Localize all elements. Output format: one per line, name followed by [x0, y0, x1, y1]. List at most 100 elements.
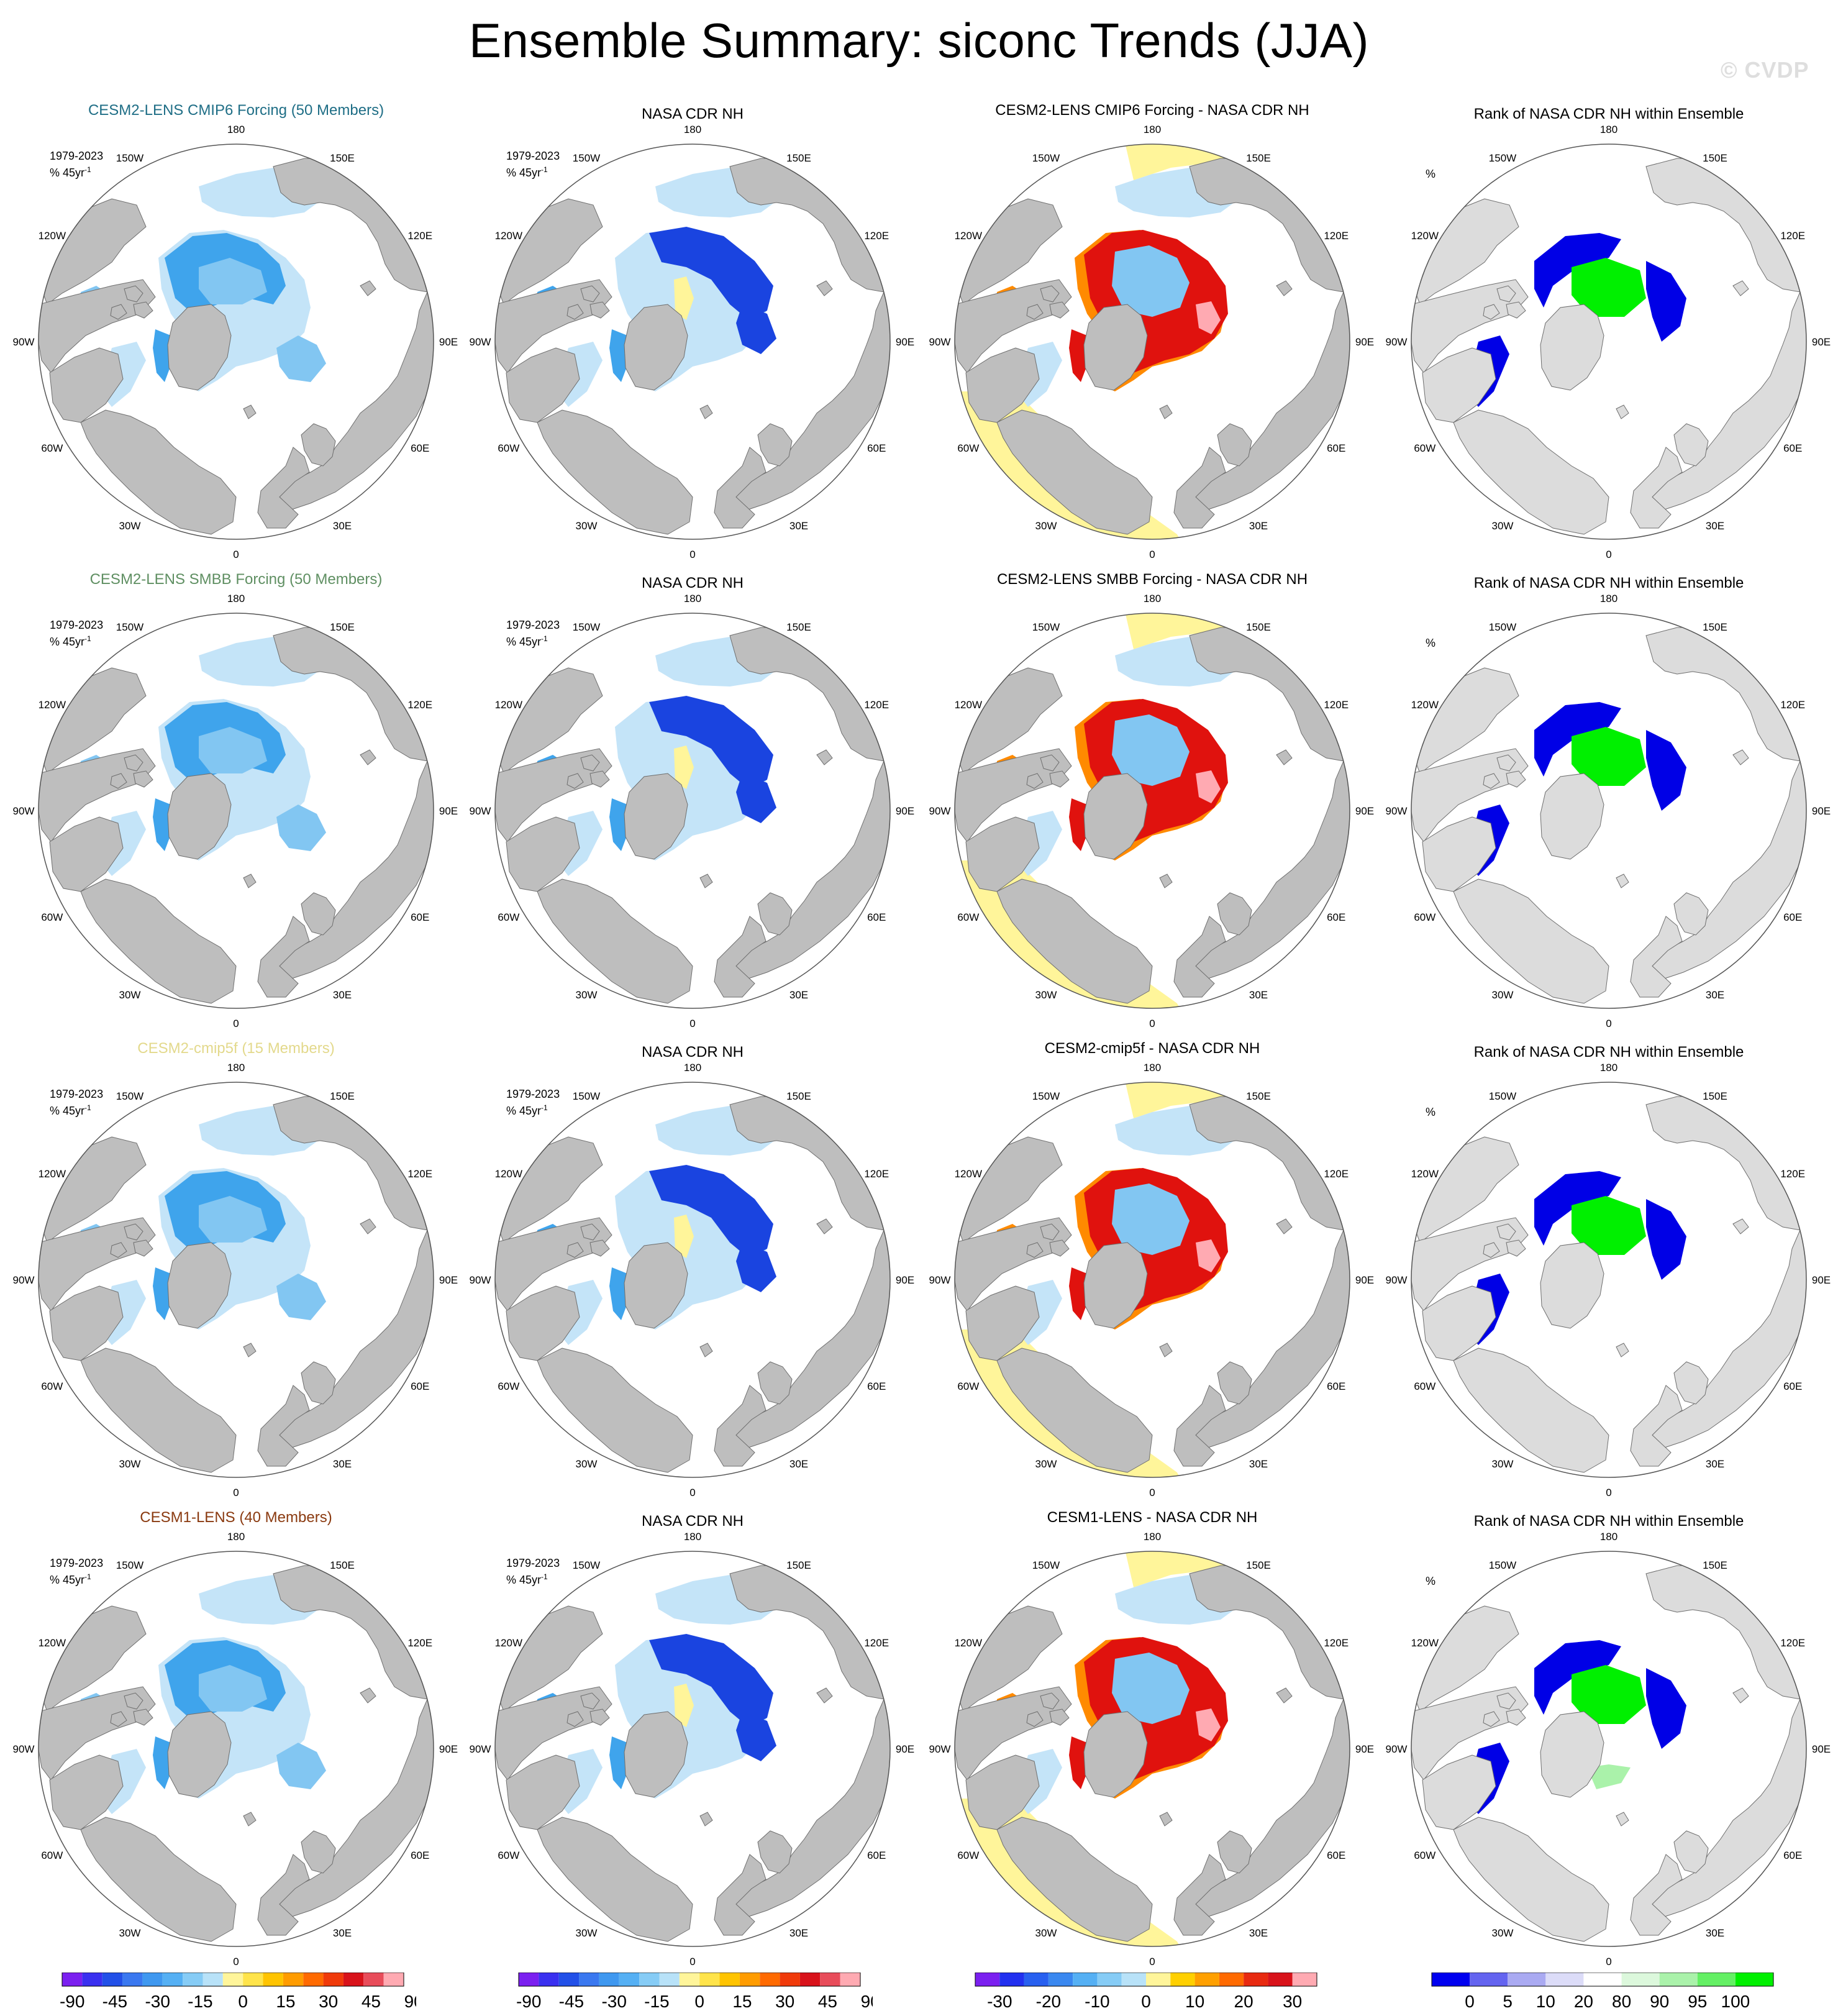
- period-unit-label: 1979-2023 % 45yr-1: [506, 1087, 560, 1118]
- longitude-label: 30W: [119, 1927, 141, 1939]
- north-america-land: [965, 1285, 1040, 1361]
- colorbar-swatch: [1244, 1973, 1268, 1986]
- panel-title: CESM2-LENS CMIP6 Forcing (50 Members): [88, 102, 384, 119]
- period-label: 1979-2023: [506, 619, 560, 631]
- longitude-label: 120W: [1411, 1168, 1439, 1180]
- colorbar-tick-label: 15: [732, 1992, 752, 2011]
- unit-label: % 45yr: [506, 166, 542, 179]
- period-label: 1979-2023: [506, 150, 560, 162]
- longitude-label: 60E: [1783, 442, 1802, 454]
- map-border: [38, 1551, 434, 1947]
- longitude-label: 90W: [929, 805, 951, 817]
- island-land: [1026, 773, 1044, 789]
- colorbar-tick-label: 0: [238, 1992, 248, 2011]
- longitude-label: 120W: [39, 1637, 66, 1649]
- scandinavia-land: [301, 892, 336, 936]
- colorbar-swatch: [1073, 1973, 1098, 1986]
- longitude-label: 120E: [407, 1168, 432, 1180]
- panel-title: CESM1-LENS (40 Members): [140, 1509, 332, 1526]
- longitude-label: 150E: [1246, 621, 1271, 633]
- colorbar-swatch: [539, 1973, 559, 1986]
- rank-panel: 180 150E 120E 90E 60E 30E 0 30W 60W 90W 120W 150W Ra…: [1385, 1507, 1832, 1976]
- longitude-label: 90W: [929, 336, 951, 348]
- island-land: [133, 301, 153, 319]
- obs-polar-map: 180 150E 120E 90E 60E 30E 0 30W 60W 90W 120W 150W: [470, 1531, 915, 1968]
- longitude-label: 150W: [573, 152, 600, 164]
- longitude-label: 60W: [957, 1850, 979, 1861]
- island-land: [699, 1343, 713, 1357]
- island-land: [1616, 873, 1629, 888]
- island-land: [580, 285, 600, 303]
- island-land: [133, 770, 153, 788]
- trend-region-positive: [674, 1684, 694, 1727]
- longitude-label: 120W: [955, 230, 982, 242]
- longitude-label: 0: [689, 1487, 695, 1498]
- colorbar-tick-label: 5: [1503, 1992, 1513, 2011]
- colorbar-swatch: [1194, 1973, 1219, 1986]
- longitude-label: 180: [1144, 1531, 1161, 1543]
- longitude-label: 120E: [1780, 1637, 1805, 1649]
- longitude-label: 30E: [789, 520, 808, 532]
- longitude-label: 90W: [929, 1274, 951, 1286]
- europe-land: [1173, 916, 1226, 998]
- longitude-label: 150E: [1703, 621, 1727, 633]
- longitude-label: 30W: [576, 1458, 598, 1470]
- unit-label: % 45yr: [506, 1574, 542, 1586]
- longitude-label: 120W: [1411, 230, 1439, 242]
- longitude-label: 180: [684, 1062, 701, 1074]
- longitude-label: 120E: [1780, 230, 1805, 242]
- island-land: [816, 1218, 833, 1234]
- colorbar-swatch: [1697, 1973, 1736, 1986]
- island-land: [589, 770, 610, 788]
- longitude-label: 0: [1606, 1018, 1611, 1029]
- longitude-label: 150W: [116, 1090, 143, 1102]
- north-america-land: [996, 1817, 1153, 1942]
- map-border: [494, 1551, 891, 1947]
- longitude-label: 60E: [1327, 1850, 1345, 1861]
- longitude-label: 90W: [1386, 1274, 1408, 1286]
- map-border: [1411, 1082, 1807, 1478]
- north-america-land: [955, 279, 1072, 373]
- north-america-land: [965, 1754, 1040, 1830]
- north-america-land: [80, 1348, 237, 1473]
- colorbar-tick-label: -45: [559, 1992, 584, 2011]
- island-land: [1506, 770, 1526, 788]
- longitude-label: 60W: [957, 1380, 979, 1392]
- longitude-label: 30E: [1249, 520, 1268, 532]
- island-land: [124, 754, 143, 772]
- rank-region-shelf: [1565, 1124, 1677, 1156]
- colorbar-tick-label: -30: [145, 1992, 170, 2011]
- longitude-label: 30E: [333, 520, 352, 532]
- ens-polar-map: 180 150E 120E 90E 60E 30E 0 30W 60W 90W 120W 150W: [13, 1062, 458, 1498]
- trend-region-strong: [649, 1165, 773, 1258]
- europe-land: [1630, 916, 1683, 998]
- longitude-label: 90E: [1355, 1274, 1374, 1286]
- rank-region-high: [1572, 727, 1646, 786]
- rank-region-low: [1534, 702, 1621, 777]
- trend-region-negative: [1112, 245, 1190, 317]
- eurasia-land: [279, 760, 434, 979]
- map-content: [39, 627, 434, 1004]
- trend-region-barents: [736, 773, 776, 823]
- longitude-label: 120E: [1324, 230, 1349, 242]
- north-america-land: [1422, 1285, 1496, 1361]
- scandinavia-land: [1673, 423, 1709, 467]
- north-america-land: [495, 1217, 612, 1311]
- longitude-label: 150E: [1246, 152, 1271, 164]
- trend-region-baffin: [609, 329, 629, 382]
- rank-unit-label: %: [1426, 168, 1436, 180]
- map-border: [954, 144, 1350, 540]
- scandinavia-land: [1673, 892, 1709, 936]
- rank-region-atlantic: [1587, 1295, 1631, 1320]
- obs-panel: 180 150E 120E 90E 60E 30E 0 30W 60W 90W 120W 150W NA…: [469, 1507, 916, 1976]
- island-land: [1276, 1218, 1293, 1234]
- scandinavia-land: [301, 423, 336, 467]
- longitude-label: 180: [1600, 1062, 1617, 1074]
- island-land: [243, 404, 257, 419]
- ens-panel: 180 150E 120E 90E 60E 30E 0 30W 60W 90W 120W 150W CE…: [12, 1038, 460, 1507]
- longitude-label: 150W: [1489, 152, 1516, 164]
- north-america-land: [49, 1285, 124, 1361]
- island-land: [1040, 285, 1060, 303]
- trend-region-negative: [1112, 714, 1190, 786]
- longitude-label: 90W: [1386, 1743, 1408, 1755]
